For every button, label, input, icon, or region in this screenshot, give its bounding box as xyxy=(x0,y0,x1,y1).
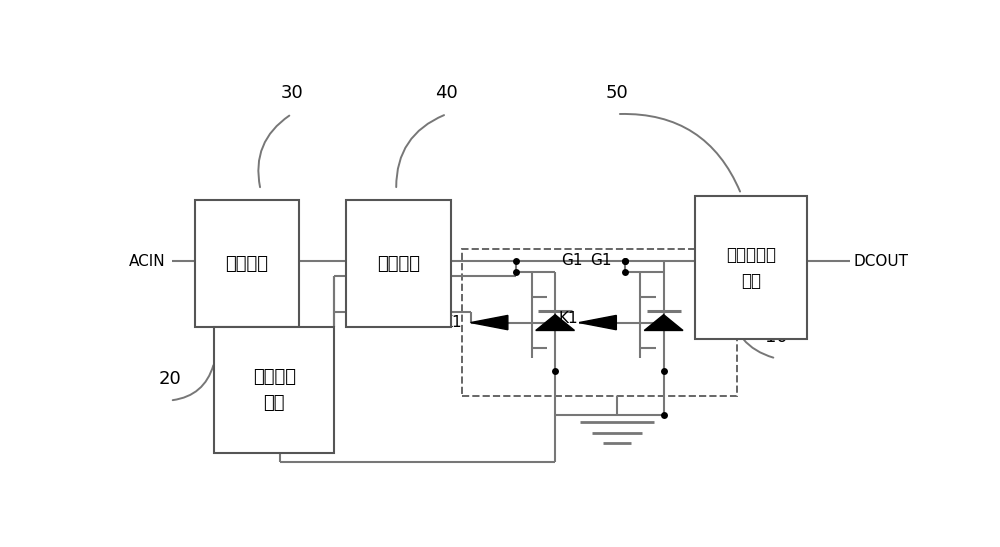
Text: 30: 30 xyxy=(280,84,303,102)
Bar xyxy=(346,200,450,327)
Text: 开关二极管
模块: 开关二极管 模块 xyxy=(726,246,776,290)
Polygon shape xyxy=(536,315,574,330)
Bar xyxy=(695,196,807,339)
Bar xyxy=(195,200,299,327)
Polygon shape xyxy=(644,315,683,330)
Text: K1: K1 xyxy=(443,315,462,330)
Text: G1: G1 xyxy=(590,253,612,268)
Bar xyxy=(462,249,737,396)
Text: DCOUT: DCOUT xyxy=(854,254,908,269)
Text: 10: 10 xyxy=(765,328,787,346)
Polygon shape xyxy=(471,316,508,330)
Polygon shape xyxy=(579,316,616,330)
Text: 整流模块: 整流模块 xyxy=(226,254,269,272)
Text: ACIN: ACIN xyxy=(129,254,166,269)
Text: 50: 50 xyxy=(606,84,629,102)
Text: 40: 40 xyxy=(435,84,458,102)
Text: 20: 20 xyxy=(159,370,181,388)
Text: 驱动控制
模块: 驱动控制 模块 xyxy=(253,368,296,412)
Text: G1: G1 xyxy=(561,253,583,268)
Text: K1: K1 xyxy=(559,311,579,326)
Bar xyxy=(214,327,334,453)
Text: 电感模块: 电感模块 xyxy=(377,254,420,272)
